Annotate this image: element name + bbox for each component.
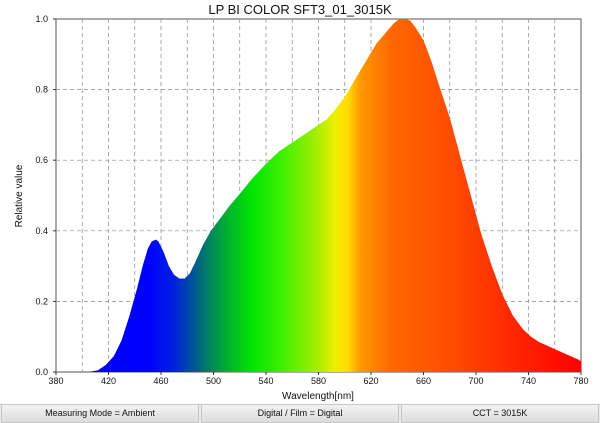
x-tick-label: 380 xyxy=(48,376,63,386)
y-tick-label: 0.2 xyxy=(35,296,48,306)
x-tick-label: 460 xyxy=(153,376,168,386)
y-tick-label: 0.4 xyxy=(35,226,48,236)
x-tick-label: 780 xyxy=(573,376,588,386)
x-tick-label: 580 xyxy=(311,376,326,386)
y-tick-label: 1.0 xyxy=(35,14,48,24)
measuring-mode-status: Measuring Mode = Ambient xyxy=(1,405,199,423)
y-tick-label: 0.0 xyxy=(35,367,48,377)
y-axis-ticks: 0.0 0.2 0.4 0.6 0.8 1.0 xyxy=(35,14,56,377)
x-tick-label: 700 xyxy=(468,376,483,386)
x-tick-label: 740 xyxy=(521,376,536,386)
cct-status: CCT = 3015K xyxy=(401,405,599,423)
x-tick-label: 620 xyxy=(363,376,378,386)
x-axis-ticks: 380 420 460 500 540 580 620 660 700 740 780 xyxy=(48,372,589,386)
y-axis-label: Relative value xyxy=(14,164,25,227)
x-tick-label: 660 xyxy=(416,376,431,386)
y-tick-label: 0.6 xyxy=(35,155,48,165)
x-axis-label: Wavelength[nm] xyxy=(282,391,354,402)
spectrum-chart: 380 420 460 500 540 580 620 660 700 740 780 0.0 0.2… xyxy=(14,2,589,402)
x-tick-label: 500 xyxy=(206,376,221,386)
y-tick-label: 0.8 xyxy=(35,85,48,95)
status-bar: Measuring Mode = Ambient Digital / Film … xyxy=(0,404,600,423)
x-tick-label: 420 xyxy=(101,376,116,386)
chart-title: LP BI COLOR SFT3_01_3015K xyxy=(208,2,392,17)
x-tick-label: 540 xyxy=(258,376,273,386)
digital-film-status: Digital / Film = Digital xyxy=(201,405,399,423)
spectrum-area xyxy=(56,19,581,372)
